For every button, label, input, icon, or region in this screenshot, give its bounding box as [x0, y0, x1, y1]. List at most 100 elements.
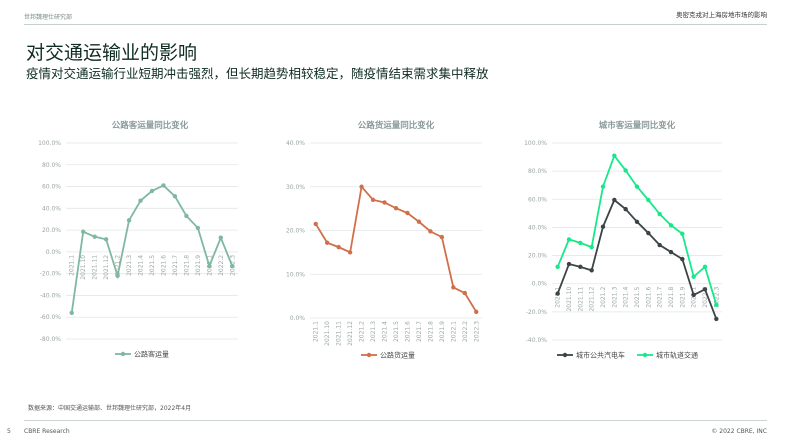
x-tick-label: 2021.1 [313, 321, 320, 342]
chart-3: 城市客运量同比变化 -40.0% -20.0% 0.0% 20.0% 40.0% 60.0%… [524, 120, 722, 360]
data-point [612, 197, 617, 203]
y-tick-label: 80.0% [42, 162, 61, 169]
x-tick-label: 2021.7 [657, 287, 664, 308]
data-point [714, 302, 719, 308]
x-tick-label: 2022.2 [218, 255, 225, 276]
data-point [566, 261, 572, 267]
x-tick-label: 2021.6 [160, 255, 167, 276]
x-tick-label: 2022.1 [691, 287, 698, 308]
x-tick-label: 2021.8 [427, 321, 434, 342]
data-point [149, 188, 155, 194]
legend-marker [366, 352, 372, 358]
data-point [416, 219, 422, 224]
chart-1: 公路客运量同比变化 -80.0% -60.0% -40.0% -20.0% 0.0% 20.… [38, 120, 238, 359]
data-point [359, 184, 364, 189]
data-point [325, 240, 330, 245]
data-point [702, 264, 708, 270]
x-tick-label: 2021.10 [80, 255, 87, 280]
x-tick-label: 2021.1 [69, 255, 76, 276]
data-point [668, 223, 674, 228]
data-point [634, 219, 640, 224]
y-tick-label: 80.0% [528, 168, 547, 175]
x-tick-label: 2021.9 [439, 321, 446, 342]
legend-marker [642, 352, 648, 358]
y-tick-label: 60.0% [42, 184, 61, 191]
x-tick-label: 2021.12 [103, 255, 110, 280]
y-tick-label: 40.0% [528, 224, 547, 231]
data-point [600, 184, 606, 189]
y-tick-label: -80.0% [40, 336, 62, 343]
y-tick-label: 30.0% [286, 184, 305, 191]
y-tick-label: -40.0% [40, 292, 62, 299]
data-point [218, 235, 223, 240]
y-tick-label: 10.0% [286, 271, 305, 278]
x-tick-label: 2021.3 [126, 255, 133, 276]
data-point [347, 250, 353, 255]
y-tick-label: 40.0% [286, 140, 305, 147]
x-tick-label: 2021.2 [359, 321, 366, 342]
data-point [313, 221, 318, 227]
data-point [668, 249, 674, 255]
data-point [657, 211, 662, 217]
data-point [428, 229, 433, 234]
header-report: 奥密克戎对上海房地市场的影响 [676, 11, 767, 19]
data-point [634, 184, 640, 189]
x-tick-label: 2021.11 [577, 287, 584, 312]
data-point [451, 285, 456, 290]
data-point [439, 234, 445, 240]
data-point [691, 274, 696, 279]
x-tick-label: 2021.6 [404, 321, 411, 342]
data-point [405, 210, 410, 216]
data-point [578, 240, 583, 246]
x-tick-label: 2021.11 [336, 321, 343, 346]
x-tick-label: 2021.5 [634, 287, 641, 308]
data-point [623, 206, 628, 212]
x-tick-label: 2021.3 [611, 287, 618, 308]
x-tick-label: 2021.2 [600, 287, 607, 308]
data-point [81, 229, 86, 234]
chart-title: 公路客运量同比变化 [112, 120, 189, 131]
x-tick-label: 2022.2 [702, 287, 709, 308]
y-tick-label: 60.0% [528, 196, 547, 203]
x-tick-label: 2021.5 [393, 321, 400, 342]
header-org: 世邦魏理仕研究部 [24, 14, 73, 21]
data-point [680, 256, 685, 262]
data-point [612, 153, 617, 158]
y-tick-label: -20.0% [526, 309, 548, 316]
data-point [578, 264, 583, 270]
x-tick-label: 2021.8 [668, 287, 675, 308]
data-point [393, 205, 399, 211]
data-point [195, 225, 201, 231]
x-tick-label: 2022.3 [473, 321, 480, 342]
data-point [555, 264, 560, 270]
y-tick-label: 0.0% [290, 315, 306, 322]
data-point [172, 194, 178, 199]
data-point [92, 234, 97, 239]
data-point [646, 197, 651, 203]
data-point [555, 291, 560, 296]
y-tick-label: 100.0% [38, 140, 61, 147]
y-tick-label: -20.0% [40, 271, 62, 278]
y-tick-label: 0.0% [532, 281, 548, 288]
data-point [691, 292, 696, 298]
data-point [566, 237, 572, 242]
y-tick-label: -40.0% [526, 337, 548, 344]
y-tick-label: 0.0% [46, 249, 62, 256]
y-tick-label: 20.0% [528, 253, 547, 260]
legend-marker [120, 351, 126, 357]
x-tick-label: 2022.3 [713, 287, 720, 308]
data-point [382, 200, 387, 205]
data-point [138, 198, 143, 203]
chart-title: 公路货运量同比变化 [358, 120, 435, 131]
x-tick-label: 2021.9 [195, 255, 202, 276]
page-subtitle: 疫情对交通运输行业短期冲击强烈，但长期趋势相较稳定，随疫情结束需求集中释放 [26, 66, 489, 81]
data-point [126, 218, 132, 223]
x-tick-label: 2021.12 [347, 321, 354, 346]
y-tick-label: 40.0% [42, 205, 61, 212]
x-tick-label: 2021.12 [589, 287, 596, 312]
x-tick-label: 2021.11 [92, 255, 99, 280]
data-point [702, 287, 708, 292]
footer-brand: CBRE Research [24, 428, 70, 435]
x-tick-label: 2021.1 [555, 287, 562, 308]
